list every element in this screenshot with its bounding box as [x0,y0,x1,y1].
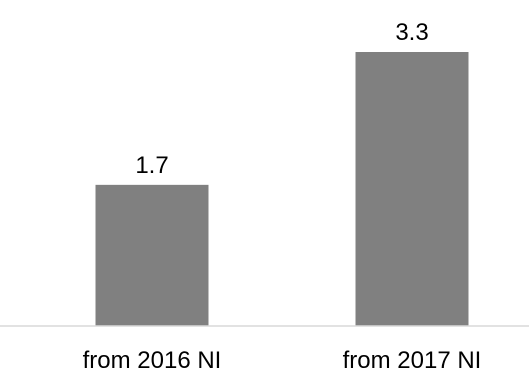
labels-layer: 1.7 from 2016 NI 3.3 from 2017 NI [83,19,482,374]
category-label-2: from 2017 NI [343,347,482,374]
category-label-1: from 2016 NI [83,347,222,374]
data-label-2: 3.3 [395,19,428,46]
bars-layer [95,52,469,326]
bar-2 [355,52,469,326]
data-label-1: 1.7 [135,152,168,179]
bar-1 [95,184,209,326]
